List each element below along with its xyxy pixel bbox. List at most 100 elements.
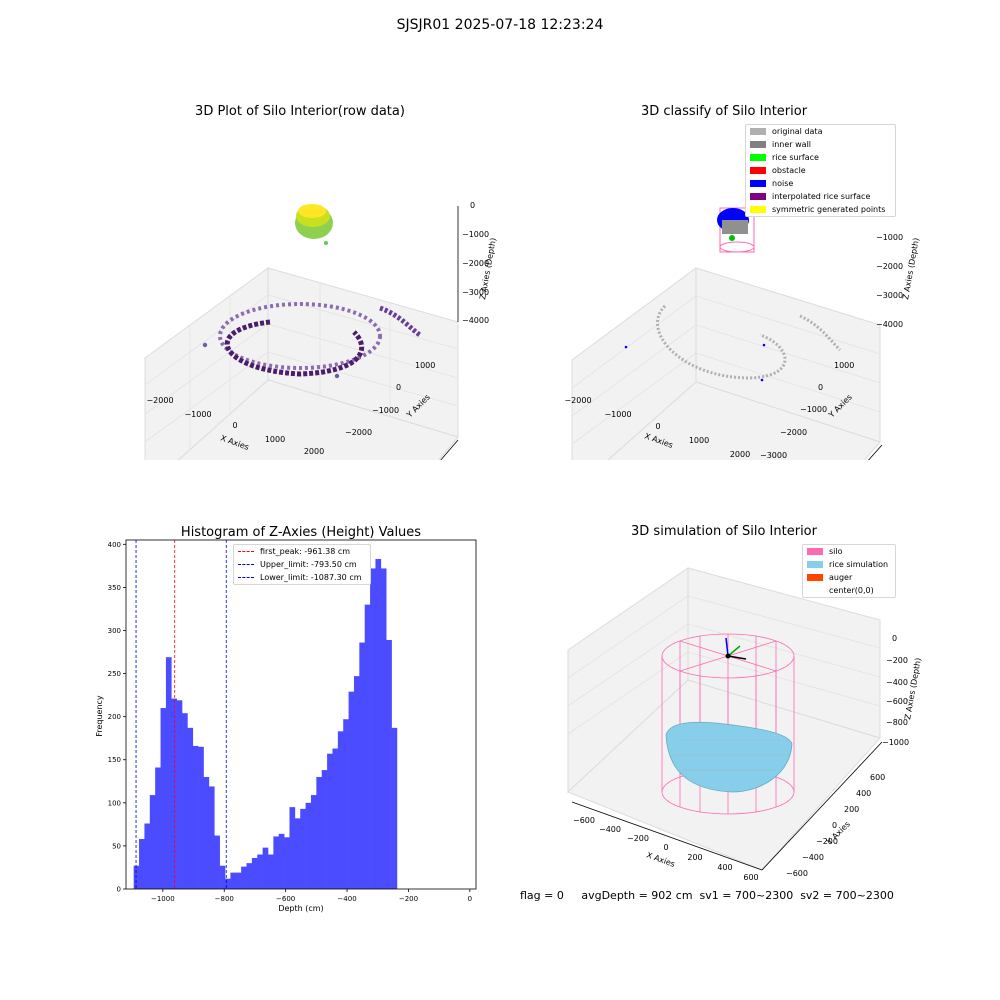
- histogram-bar: [386, 639, 392, 889]
- histogram-bar: [310, 795, 317, 889]
- sim-y-tick: −600: [786, 869, 808, 878]
- raw-z-tick: −2000: [462, 259, 489, 268]
- legend-label: rice simulation: [829, 560, 889, 569]
- histogram-x-ticks: −1000 −800 −600 −400 −200 0: [151, 889, 472, 903]
- histogram-bar: [192, 745, 199, 889]
- classify-legend: original data inner wall rice surface ob…: [745, 124, 896, 217]
- histogram-bar: [380, 568, 387, 889]
- histogram-bar: [262, 847, 269, 889]
- legend-swatch: [807, 561, 823, 568]
- histogram-bar: [375, 558, 382, 889]
- sim-y-tick: 200: [844, 805, 859, 814]
- raw-x-tick: −1000: [184, 410, 211, 419]
- histogram-bar: [214, 835, 220, 889]
- histogram-bar: [155, 767, 161, 889]
- classify-3d-plot: −2000 −1000 0 1000 2000 1000 0 −1000 −20…: [564, 202, 921, 460]
- histogram-bar: [391, 727, 398, 889]
- y-tick-label: 400: [108, 541, 121, 549]
- histogram-y-ticks: 0 50 100 150 200 250 300 350 400: [108, 541, 126, 894]
- raw-3d-plot: −2000 −1000 0 1000 2000 1000 0 −1000 −20…: [144, 201, 498, 460]
- histogram-bar: [359, 642, 366, 889]
- sim-x-label: X Axies: [645, 850, 676, 869]
- legend-item: rice surface: [746, 151, 895, 164]
- histogram-bar: [198, 746, 204, 889]
- legend-label: inner wall: [772, 140, 812, 149]
- raw-y-tick: 0: [396, 383, 401, 392]
- histogram-bar: [246, 863, 253, 889]
- y-tick-label: 150: [108, 756, 121, 764]
- classify-x-tick: 0: [655, 422, 660, 431]
- raw-y-tick: −2000: [345, 428, 372, 437]
- histogram-bar: [316, 776, 323, 889]
- y-tick-label: 250: [108, 670, 121, 678]
- classify-z-tick: −3000: [876, 291, 903, 300]
- histogram-bar: [257, 854, 263, 889]
- histogram-bar: [165, 657, 172, 889]
- raw-axis-lines: [440, 206, 459, 460]
- legend-item: rice simulation: [803, 558, 895, 571]
- histogram-bar: [182, 713, 188, 889]
- sim-y-tick: −200: [816, 837, 838, 846]
- sim-z-tick: −1000: [882, 738, 909, 747]
- legend-swatch: [807, 587, 823, 594]
- histogram-reference-lines: [135, 540, 227, 889]
- histogram-bar: [348, 691, 355, 889]
- y-tick-label: 300: [108, 627, 121, 635]
- classify-z-tick: −2000: [876, 262, 903, 271]
- x-tick-label: −200: [399, 895, 418, 903]
- raw-x-tick: −2000: [146, 396, 173, 405]
- histogram-bar: [187, 727, 194, 889]
- histogram-bar: [337, 731, 344, 889]
- classify-y-tick: −2000: [780, 428, 807, 437]
- legend-label: first_peak: -961.38 cm: [260, 547, 351, 556]
- legend-item: silo: [803, 545, 895, 558]
- x-tick-label: −600: [276, 895, 295, 903]
- legend-swatch: [750, 193, 766, 200]
- legend-item: obstacle: [746, 164, 895, 177]
- legend-label: Upper_limit: -793.50 cm: [260, 560, 357, 569]
- histogram-bar: [149, 795, 156, 889]
- histogram-legend: first_peak: -961.38 cm Upper_limit: -793…: [233, 544, 371, 585]
- raw-y-tick: 1000: [415, 361, 435, 370]
- classify-x-tick: 2000: [730, 450, 750, 459]
- legend-item: inner wall: [746, 138, 895, 151]
- classify-z-tick: −4000: [876, 320, 903, 329]
- classify-z-label: Z Axies (Depth): [901, 237, 921, 300]
- histogram-bar: [160, 708, 167, 889]
- histogram-bar: [300, 808, 306, 889]
- classify-y-tick: −1000: [800, 405, 827, 414]
- classify-floor-pane: [607, 381, 881, 460]
- legend-item: Lower_limit: -1087.30 cm: [234, 571, 370, 584]
- legend-item: Upper_limit: -793.50 cm: [234, 558, 370, 571]
- histogram-bar: [241, 866, 247, 889]
- raw-gridlines: [144, 283, 459, 450]
- histogram-bar: [294, 818, 301, 889]
- y-tick-label: 50: [112, 842, 121, 850]
- legend-swatch: [238, 551, 254, 552]
- raw-x-tick: 2000: [304, 447, 324, 456]
- histogram-bar: [171, 698, 177, 889]
- histogram-frame: [125, 539, 477, 890]
- legend-swatch: [750, 128, 766, 135]
- histogram-bar: [370, 568, 376, 889]
- legend-label: silo: [829, 547, 843, 556]
- histogram-bar: [278, 833, 285, 889]
- legend-swatch: [807, 574, 823, 581]
- classify-ring-points: [624, 304, 842, 382]
- y-tick-label: 100: [108, 799, 121, 807]
- y-tick-label: 0: [117, 886, 121, 894]
- legend-label: rice surface: [772, 153, 819, 162]
- sim-z-tick: −600: [886, 697, 908, 706]
- legend-swatch: [750, 167, 766, 174]
- legend-label: noise: [772, 179, 794, 188]
- legend-label: original data: [772, 127, 823, 136]
- figure-title: SJSJR01 2025-07-18 12:23:24: [396, 17, 604, 33]
- classify-x-tick: −2000: [564, 396, 591, 405]
- legend-label: auger: [829, 573, 853, 582]
- sim-z-tick: −800: [886, 718, 908, 727]
- legend-label: symmetric generated points: [772, 205, 886, 214]
- histogram-bar: [176, 700, 183, 889]
- sim-z-tick: 0: [892, 634, 897, 643]
- x-tick-label: 0: [468, 895, 472, 903]
- histogram-bar: [267, 854, 274, 889]
